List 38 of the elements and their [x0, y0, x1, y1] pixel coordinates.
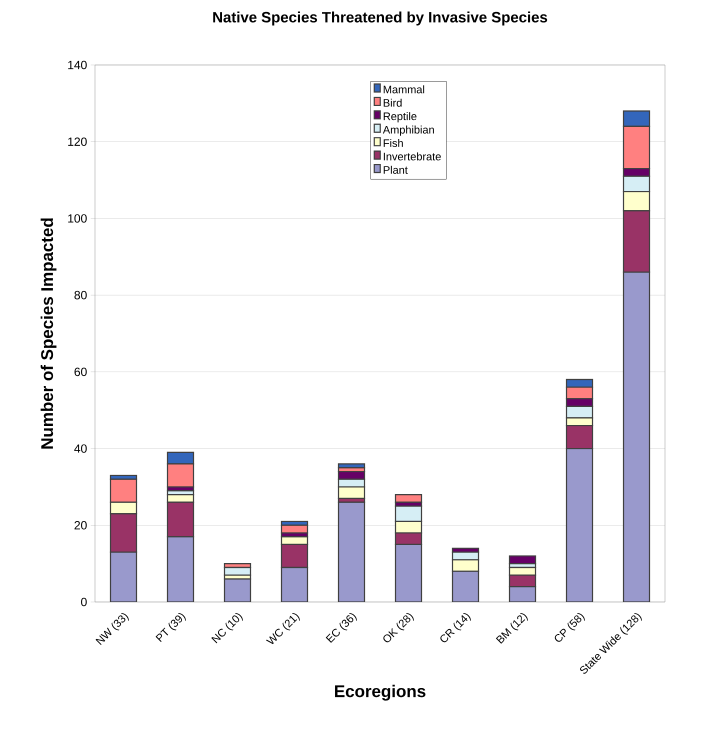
y-tick-label: 80: [74, 290, 87, 300]
bar: [508, 586, 536, 602]
x-tick-label: PT (39): [156, 613, 186, 642]
x-tick-label: CP (58): [554, 613, 585, 642]
y-tick-label: 100: [68, 214, 87, 223]
chart-title: Native Species Threatened by Invasive Species: [213, 12, 548, 26]
x-tick-label: CR (14): [440, 613, 471, 642]
bar: [394, 544, 422, 602]
bar: [338, 502, 366, 602]
x-tick-label: WC (21): [266, 613, 300, 644]
legend-label: Plant: [384, 166, 408, 174]
bar: [566, 448, 594, 602]
legend-label: Amphibian: [382, 126, 434, 136]
y-axis-title: Number of Species Impacted: [40, 218, 56, 449]
x-tick-label: EC (36): [326, 613, 357, 643]
legend-label: Mammal: [384, 85, 424, 94]
bar: [110, 552, 138, 602]
legend-label: Invertebrate: [384, 152, 441, 160]
bar: [166, 536, 194, 602]
x-axis-title: Ecoregions: [335, 684, 426, 701]
legend-label: Fish: [384, 138, 403, 148]
x-tick-label: NW (33): [96, 613, 129, 646]
x-tick-label: NC (10): [211, 613, 243, 644]
legend-label: Bird: [384, 98, 402, 107]
y-tick-label: 40: [74, 444, 87, 453]
y-tick-label: 120: [68, 137, 87, 146]
x-tick-label: BM (12): [496, 613, 528, 644]
legend-label: Reptile: [384, 112, 416, 122]
bar: [622, 272, 650, 602]
bar: [280, 566, 308, 602]
bar: [452, 570, 480, 602]
x-tick-label: OK (28): [383, 613, 414, 642]
y-tick-label: 140: [68, 60, 87, 70]
y-tick-label: 60: [74, 368, 87, 376]
y-tick-label: 0: [81, 598, 87, 606]
y-tick-label: 20: [74, 521, 87, 530]
bar: [224, 578, 252, 602]
bar: [280, 524, 308, 534]
